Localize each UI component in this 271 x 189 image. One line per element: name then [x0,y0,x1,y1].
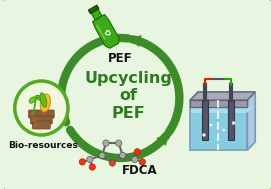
Ellipse shape [40,93,47,107]
Polygon shape [191,107,254,113]
Circle shape [202,133,205,136]
Circle shape [132,156,138,163]
FancyBboxPatch shape [191,113,246,149]
Circle shape [232,122,235,125]
Circle shape [79,159,86,165]
Text: Bio-resources: Bio-resources [8,140,78,149]
Polygon shape [247,92,255,150]
Polygon shape [93,15,119,48]
Circle shape [99,152,105,159]
Circle shape [139,159,146,165]
Circle shape [30,112,35,116]
FancyBboxPatch shape [202,100,208,140]
Text: ♻: ♻ [104,29,111,38]
Ellipse shape [40,94,50,112]
Text: PEF: PEF [108,51,133,64]
Circle shape [120,152,126,159]
Circle shape [115,140,122,146]
Text: Upcycling
of
PEF: Upcycling of PEF [84,70,172,122]
Circle shape [89,164,95,170]
Circle shape [87,156,93,163]
Ellipse shape [29,97,36,103]
Text: FDCA: FDCA [122,163,158,177]
Circle shape [15,81,68,135]
Ellipse shape [36,95,43,101]
Circle shape [32,118,37,122]
Polygon shape [190,92,255,100]
Polygon shape [88,5,99,14]
Circle shape [134,149,140,155]
Circle shape [34,122,39,128]
Polygon shape [96,24,106,40]
Polygon shape [91,9,102,20]
Circle shape [209,123,212,126]
Circle shape [109,160,115,166]
FancyBboxPatch shape [28,110,54,118]
FancyBboxPatch shape [190,100,247,107]
FancyBboxPatch shape [228,100,234,140]
Polygon shape [190,92,255,100]
FancyBboxPatch shape [31,116,52,124]
Circle shape [103,140,109,146]
Circle shape [222,129,225,132]
FancyBboxPatch shape [190,100,247,150]
FancyBboxPatch shape [33,121,50,129]
